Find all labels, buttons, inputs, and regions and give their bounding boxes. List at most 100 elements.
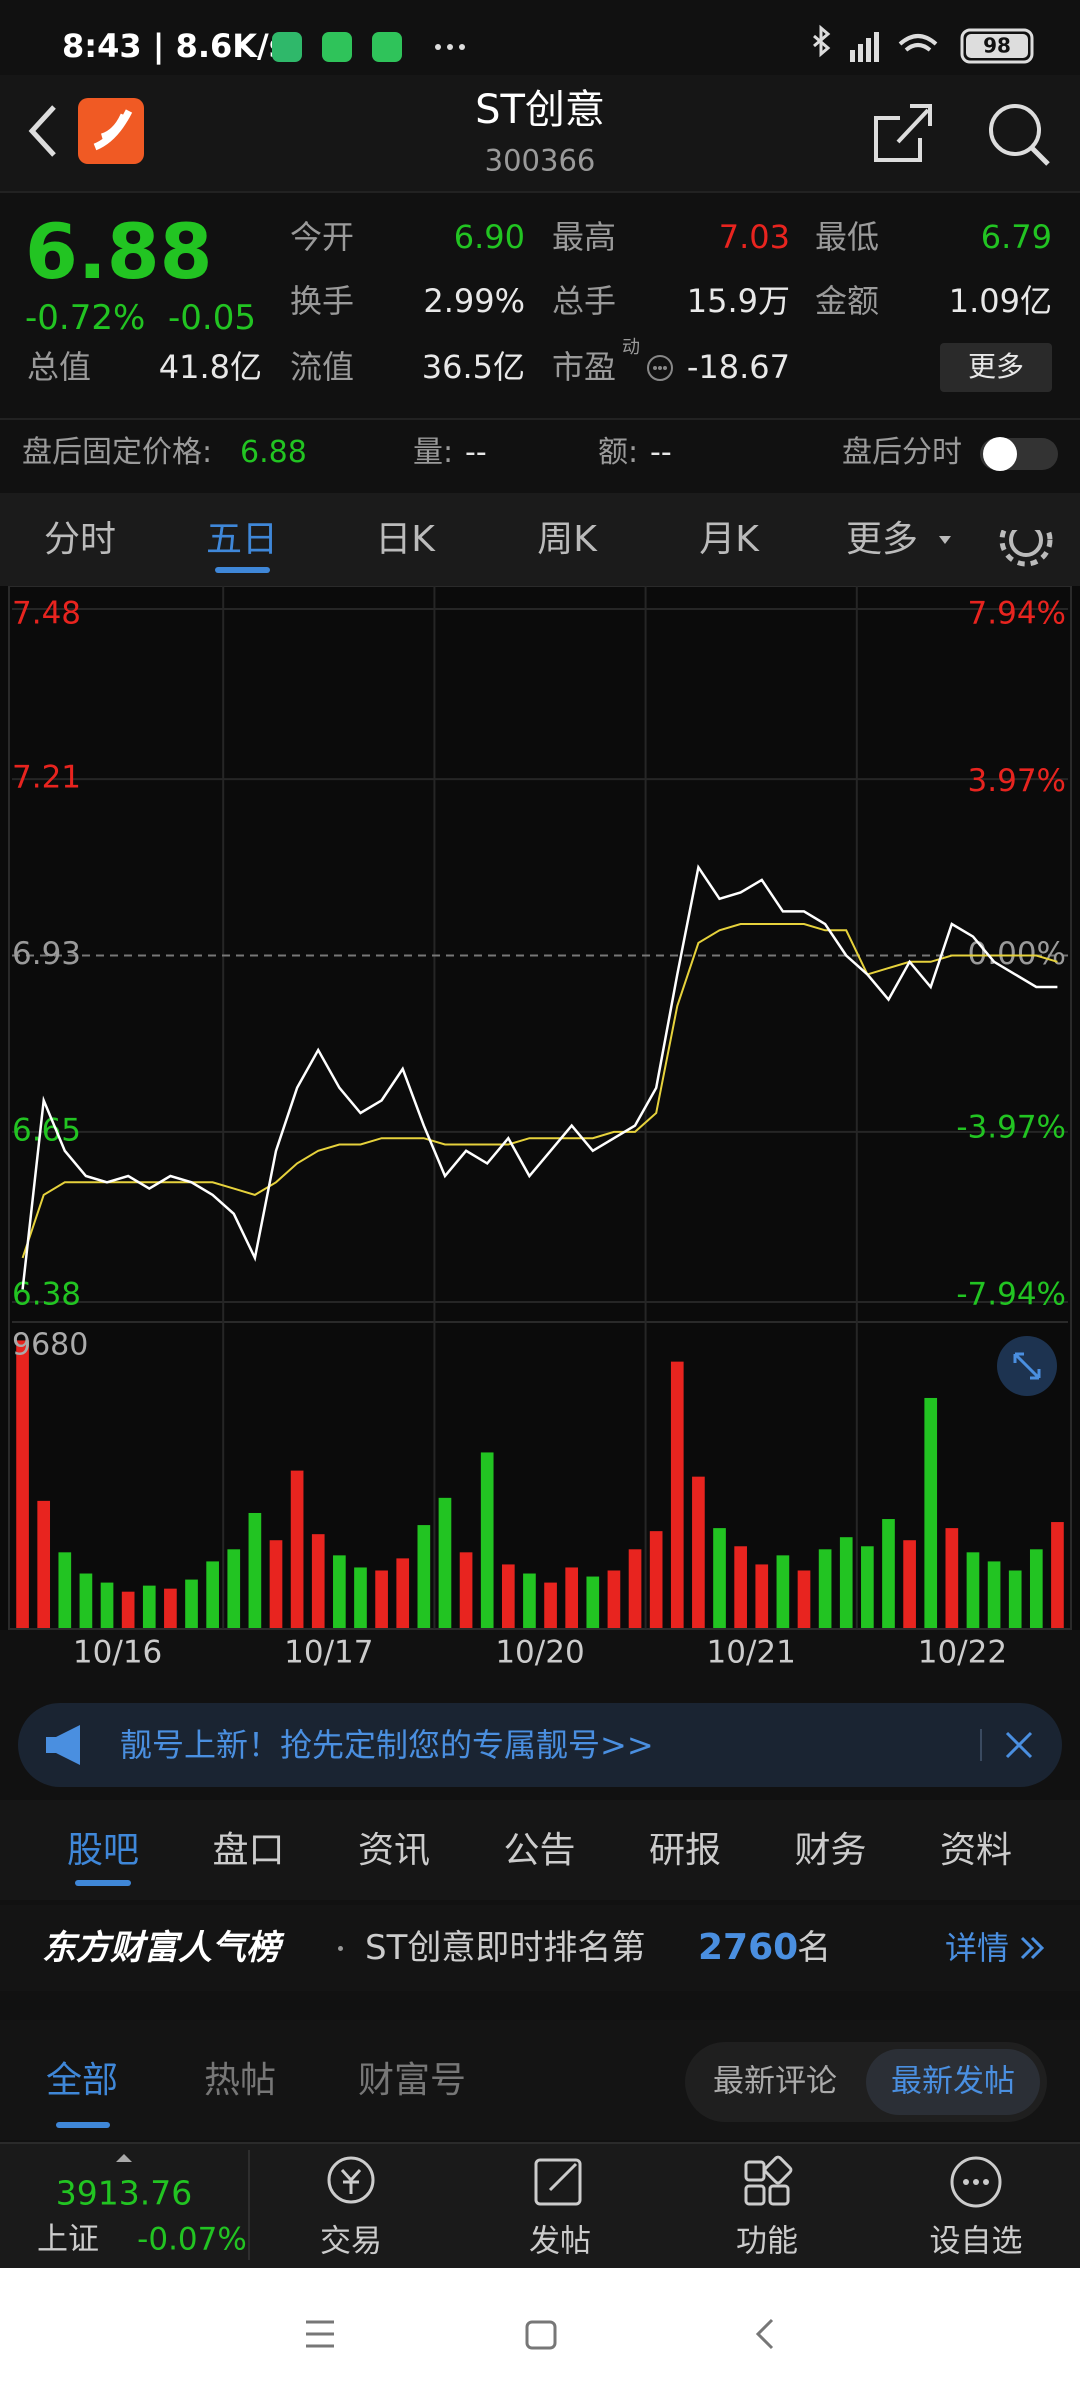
volume-bar: [290, 1470, 304, 1628]
volume-bar: [438, 1497, 452, 1628]
volume-bar: [755, 1564, 769, 1628]
chart-tab-extras[interactable]: [935, 530, 1055, 580]
chart-tab[interactable]: 分时: [43, 519, 117, 560]
volume-bar: [354, 1567, 367, 1628]
banner[interactable]: [18, 1703, 1062, 1787]
volume-bar: [839, 1537, 853, 1628]
volume-bar: [607, 1570, 621, 1628]
bottom-item[interactable]: 设自选: [929, 2223, 1023, 2260]
ranking-row[interactable]: [0, 1905, 1080, 1991]
bottom-item[interactable]: 交易: [320, 2223, 382, 2260]
more-button[interactable]: [940, 343, 1052, 392]
after-hours-volume-label: 量:: [413, 435, 454, 470]
volume-bar: [987, 1561, 1001, 1628]
section-tab[interactable]: 盘口: [212, 1830, 285, 1871]
volume-bar: [142, 1585, 156, 1628]
stock-code: 300366: [484, 143, 596, 178]
stat-label: 今开: [290, 218, 355, 256]
section-tab[interactable]: 资料: [939, 1830, 1013, 1871]
more-button-label[interactable]: 更多: [967, 350, 1025, 383]
chart-tab[interactable]: 日K: [375, 519, 435, 560]
volume-bar: [1051, 1522, 1064, 1628]
chart-tab-active[interactable]: 五日: [205, 519, 279, 560]
y-tick-label: 7.48: [12, 596, 81, 632]
bottom-item[interactable]: 发帖: [529, 2223, 591, 2260]
section-tab[interactable]: 研报: [648, 1830, 722, 1871]
volume-bar: [248, 1512, 262, 1628]
section-tab[interactable]: 财务: [794, 1830, 867, 1871]
section-tab-bar: [0, 1800, 1080, 1900]
header-left[interactable]: [20, 95, 150, 170]
sort-tab-active[interactable]: 最新发帖: [891, 2063, 1015, 2100]
stat-value: 6.79: [980, 218, 1052, 256]
volume-bar: [523, 1573, 536, 1628]
toggle[interactable]: [978, 434, 1062, 474]
volume-bar: [692, 1476, 705, 1628]
volume-bar: [333, 1555, 346, 1628]
post-tab[interactable]: 热帖: [203, 2060, 277, 2101]
nav-buttons[interactable]: [290, 2310, 790, 2360]
chart-tab[interactable]: 周K: [537, 519, 597, 560]
status-time: 8:43 | 8.6K/s: [62, 27, 288, 65]
volume-bar: [164, 1588, 177, 1628]
volume-bar: [670, 1361, 684, 1628]
ranking-text: ST创意即时排名第: [365, 1928, 646, 1968]
header-actions[interactable]: [870, 98, 1060, 168]
bottom-item[interactable]: 功能: [736, 2223, 798, 2260]
header: [0, 75, 1080, 191]
volume-bar: [734, 1546, 747, 1628]
post-tab[interactable]: 财富号: [357, 2060, 467, 2101]
volume-bar: [480, 1452, 494, 1628]
chart-tab-bar: [0, 493, 1080, 586]
ranking-unit: 名: [797, 1928, 831, 1968]
index-change[interactable]: -0.07%: [137, 2221, 247, 2258]
banner-close[interactable]: [975, 1723, 1045, 1767]
volume-bar: [924, 1397, 938, 1628]
battery-level: 98: [983, 34, 1011, 58]
stat-value: 1.09亿: [948, 282, 1052, 320]
volume-bar: [79, 1573, 93, 1628]
sort-tab[interactable]: 最新评论: [713, 2063, 837, 2100]
x-tick-label: 10/17: [284, 1635, 373, 1671]
stat-label: 总手: [552, 282, 617, 320]
x-tick-label: 10/22: [918, 1635, 1007, 1671]
chart-tab[interactable]: 月K: [699, 519, 759, 560]
volume-bar: [459, 1552, 473, 1628]
banner-text[interactable]: 靓号上新！抢先定制您的专属靓号>>: [120, 1726, 654, 1764]
change: -0.05: [168, 298, 256, 338]
index-name[interactable]: 上证: [37, 2221, 99, 2258]
stat-label: 最高: [552, 218, 617, 256]
volume-bar: [375, 1570, 388, 1628]
plot-frame: [8, 586, 1072, 1630]
after-hours-price: 6.88: [240, 435, 307, 470]
x-tick-label: 10/21: [707, 1635, 796, 1671]
stat-value: -18.67: [686, 348, 790, 386]
volume-bar: [417, 1525, 431, 1628]
stat-value: 36.5亿: [421, 348, 525, 386]
notification-icons: [272, 32, 465, 62]
index-value[interactable]: 3913.76: [55, 2173, 193, 2213]
volume-bar: [818, 1549, 832, 1628]
status-icons: 98: [813, 24, 1034, 64]
after-hours-amount: --: [650, 435, 672, 470]
volume-bar: [269, 1540, 283, 1628]
section-tab-active[interactable]: 股吧: [66, 1830, 140, 1871]
volume-bar: [903, 1540, 916, 1628]
section-tab[interactable]: 资讯: [357, 1830, 431, 1871]
volume-bar: [58, 1552, 72, 1628]
y2-tick-label: -7.94%: [956, 1277, 1066, 1313]
volume-bar: [713, 1528, 726, 1628]
megaphone-icon: [46, 1725, 80, 1765]
stat-value: 15.9万: [686, 282, 790, 320]
y2-tick-label: 7.94%: [968, 596, 1066, 632]
ranking-detail[interactable]: 详情: [945, 1929, 1010, 1967]
volume-bar: [311, 1534, 325, 1628]
pe-info-icon[interactable]: [645, 353, 675, 383]
post-tab-active[interactable]: 全部: [45, 2060, 119, 2101]
chart-tab[interactable]: 更多: [845, 519, 919, 560]
section-tab[interactable]: 公告: [503, 1830, 576, 1871]
x-tick-label: 10/20: [495, 1635, 584, 1671]
stat-label: 金额: [815, 282, 880, 320]
bottom-bar: [0, 2142, 1080, 2270]
